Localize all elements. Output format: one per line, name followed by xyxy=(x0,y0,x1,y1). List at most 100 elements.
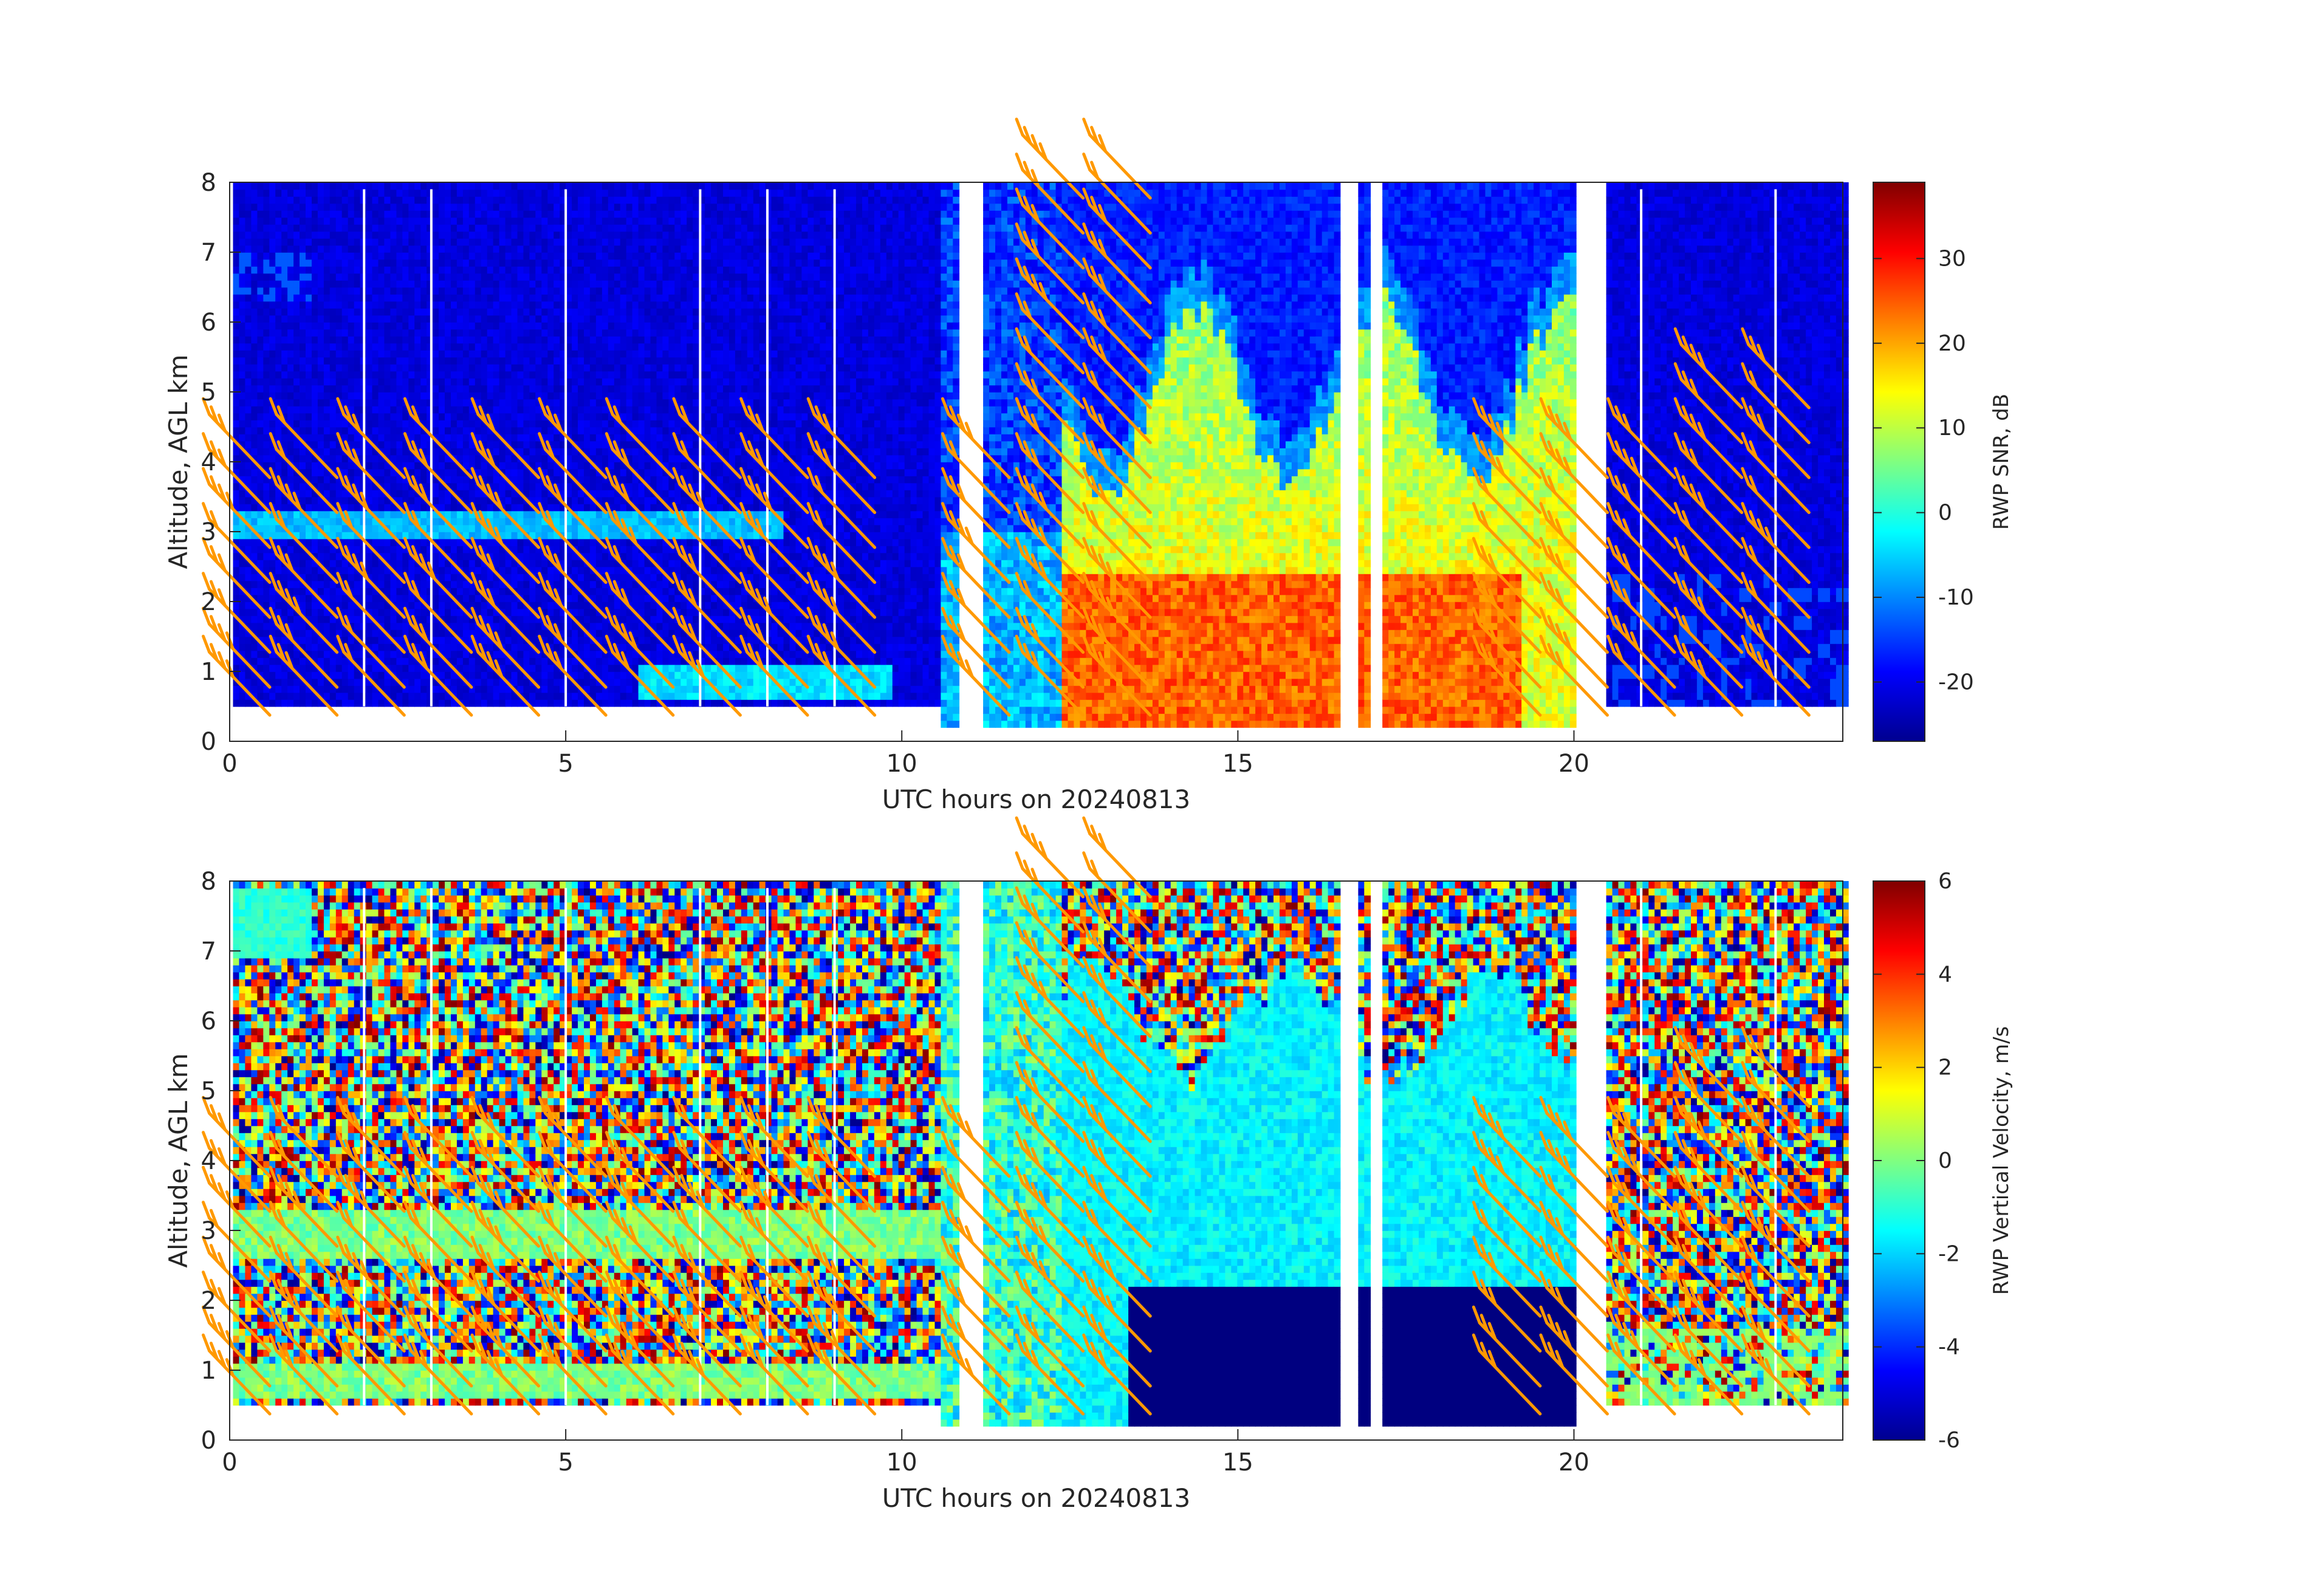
heatmap-cell xyxy=(269,665,276,672)
heatmap-cell xyxy=(233,413,240,420)
heatmap-cell xyxy=(293,546,300,553)
heatmap-cell xyxy=(390,259,397,267)
heatmap-cell xyxy=(287,371,294,379)
heatmap-cell xyxy=(281,308,288,315)
heatmap-cell xyxy=(354,476,361,483)
heatmap-cell xyxy=(251,378,258,385)
heatmap-cell xyxy=(408,218,415,225)
heatmap-cell xyxy=(239,196,246,204)
heatmap-cell xyxy=(233,280,240,287)
heatmap-cell xyxy=(414,399,421,406)
heatmap-cell xyxy=(293,378,300,385)
heatmap-cell xyxy=(324,182,331,190)
heatmap-cell xyxy=(324,483,331,490)
heatmap-cell xyxy=(342,371,349,379)
heatmap-cell xyxy=(306,392,312,399)
heatmap-cell xyxy=(306,378,312,385)
heatmap-cell xyxy=(269,595,276,602)
heatmap-cell xyxy=(379,273,385,281)
heatmap-cell xyxy=(330,252,337,259)
heatmap-cell xyxy=(251,364,258,371)
heatmap-cell xyxy=(330,280,337,287)
heatmap-cell xyxy=(384,685,391,693)
heatmap-cell xyxy=(263,413,270,420)
heatmap-cell xyxy=(263,455,270,462)
heatmap-cell xyxy=(275,671,282,679)
heatmap-cell xyxy=(372,280,379,287)
heatmap-cell xyxy=(379,294,385,301)
heatmap-cell xyxy=(384,343,391,351)
heatmap-cell xyxy=(324,245,331,253)
heatmap-cell xyxy=(330,420,337,427)
heatmap-cell xyxy=(396,693,403,700)
heatmap-cell xyxy=(384,232,391,239)
heatmap-cell xyxy=(293,616,300,623)
heatmap-cell xyxy=(366,406,373,413)
heatmap-cell xyxy=(384,581,391,588)
heatmap-cell xyxy=(312,329,318,337)
heatmap-cell xyxy=(372,629,379,637)
heatmap-cell xyxy=(233,336,240,343)
heatmap-cell xyxy=(342,504,349,511)
heatmap-cell xyxy=(263,427,270,434)
heatmap-cell xyxy=(245,343,252,351)
heatmap-cell xyxy=(318,190,324,197)
heatmap-cell xyxy=(372,469,379,476)
heatmap-cell xyxy=(330,301,337,309)
heatmap-cell xyxy=(306,218,312,225)
heatmap-cell xyxy=(372,699,379,707)
heatmap-cell xyxy=(342,336,349,343)
heatmap-cell xyxy=(312,210,318,218)
heatmap-cell xyxy=(287,336,294,343)
heatmap-cell xyxy=(336,671,343,679)
heatmap-cell xyxy=(396,588,403,595)
heatmap-cell xyxy=(257,685,264,693)
heatmap-cell xyxy=(293,210,300,218)
heatmap-cell xyxy=(239,665,246,672)
heatmap-cell xyxy=(384,301,391,309)
heatmap-cell xyxy=(312,273,318,281)
heatmap-cell xyxy=(402,308,409,315)
heatmap-cell xyxy=(239,699,246,707)
heatmap-cell xyxy=(379,546,385,553)
heatmap-cell xyxy=(287,280,294,287)
heatmap-cell xyxy=(245,679,252,686)
heatmap-cell xyxy=(281,643,288,651)
heatmap-cell xyxy=(348,182,355,190)
heatmap-cell xyxy=(354,609,361,616)
heatmap-cell xyxy=(312,679,318,686)
heatmap-cell xyxy=(324,190,331,197)
heatmap-cell xyxy=(348,294,355,301)
heatmap-cell xyxy=(336,357,343,365)
heatmap-cell xyxy=(239,574,246,581)
heatmap-cell xyxy=(336,623,343,630)
heatmap-cell xyxy=(402,273,409,281)
heatmap-cell xyxy=(420,609,427,616)
heatmap-cell xyxy=(414,602,421,609)
heatmap-cell xyxy=(408,685,415,693)
heatmap-cell xyxy=(281,616,288,623)
heatmap-cell xyxy=(306,699,312,707)
heatmap-cell xyxy=(396,671,403,679)
heatmap-cell xyxy=(239,371,246,379)
heatmap-cell xyxy=(390,190,397,197)
heatmap-cell xyxy=(281,399,288,406)
heatmap-cell xyxy=(402,483,409,490)
heatmap-cell xyxy=(390,546,397,553)
heatmap-cell xyxy=(306,308,312,315)
heatmap-cell xyxy=(336,301,343,309)
heatmap-cell xyxy=(348,210,355,218)
heatmap-cell xyxy=(342,420,349,427)
heatmap-cell xyxy=(324,441,331,448)
heatmap-cell xyxy=(263,232,270,239)
heatmap-cell xyxy=(330,518,337,525)
heatmap-cell xyxy=(300,287,306,295)
heatmap-cell xyxy=(402,218,409,225)
heatmap-cell xyxy=(354,252,361,259)
heatmap-cell xyxy=(390,329,397,337)
heatmap-cell xyxy=(300,308,306,315)
heatmap-cell xyxy=(263,588,270,595)
heatmap-cell xyxy=(372,266,379,273)
heatmap-cell xyxy=(366,637,373,644)
heatmap-cell xyxy=(275,574,282,581)
